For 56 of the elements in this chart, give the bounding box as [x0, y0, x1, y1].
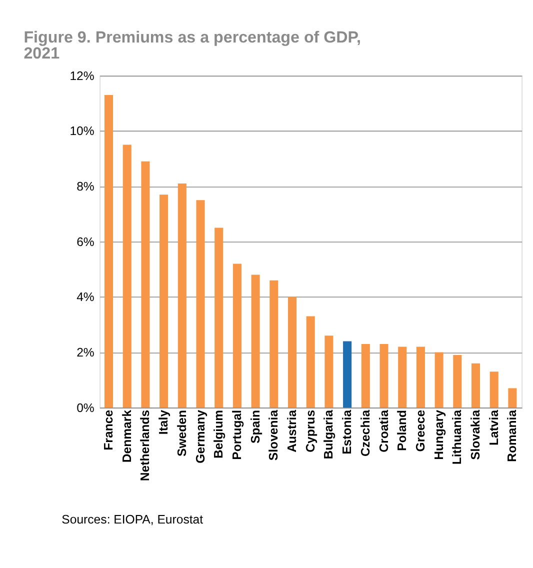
bar — [508, 388, 517, 408]
bar — [214, 228, 224, 408]
x-tick-label: Slovakia — [468, 410, 483, 460]
x-tick-label: Cyprus — [303, 410, 318, 452]
bar — [288, 296, 297, 408]
bar — [434, 352, 444, 408]
source-note: Sources: EIOPA, Eurostat — [62, 512, 204, 526]
x-tick-label: Greece — [413, 410, 428, 452]
x-tick-label: Belgium — [212, 410, 226, 459]
bar — [178, 184, 186, 408]
bar — [104, 95, 114, 408]
x-tick-label: Portugal — [230, 410, 244, 460]
x-tick-label: Sweden — [174, 410, 189, 456]
x-tick-label: Croatia — [376, 410, 391, 452]
x-tick-label: France — [102, 410, 116, 450]
x-tick-label: Czechia — [358, 410, 372, 456]
x-tick-label: Spain — [248, 410, 262, 444]
x-tick-label: Hungary — [432, 410, 446, 460]
text: 2021 — [24, 44, 60, 63]
bar — [324, 336, 334, 408]
x-tick-label: Italy — [156, 410, 171, 435]
x-tick-label: Slovenia — [266, 410, 281, 461]
bar — [343, 341, 352, 408]
x-tick-label: Netherlands — [138, 410, 152, 482]
bar — [122, 144, 132, 408]
x-tick-label: Denmark — [120, 410, 134, 463]
bar — [398, 346, 407, 408]
x-tick-label: Austria — [285, 410, 300, 452]
bar — [416, 346, 425, 408]
x-tick-label: Estonia — [340, 410, 354, 454]
y-tick-label: 8% — [76, 180, 94, 194]
x-tick-label: Latvia — [486, 410, 501, 446]
y-tick-label: 12% — [70, 68, 94, 83]
bar — [361, 344, 370, 408]
x-tick-label: Romania — [505, 410, 520, 462]
x-tick-label: Germany — [193, 410, 208, 464]
y-tick-label: 2% — [76, 346, 94, 360]
x-tick-label: Bulgaria — [322, 410, 336, 460]
bar — [141, 161, 150, 408]
y-tick-label: 4% — [76, 290, 94, 304]
bar — [270, 280, 278, 408]
bar — [251, 274, 260, 408]
bar — [196, 200, 205, 408]
bar — [306, 316, 315, 408]
bar — [471, 363, 480, 408]
y-tick-label: 0% — [76, 400, 94, 415]
y-tick-label: 6% — [76, 234, 94, 249]
y-tick-label: 10% — [70, 124, 94, 138]
bar — [160, 194, 168, 408]
x-tick-label: Lithuania — [450, 410, 464, 465]
bar — [490, 372, 498, 408]
bar — [380, 344, 388, 408]
bar — [232, 264, 242, 408]
bar — [453, 355, 462, 408]
x-tick-label: Poland — [395, 410, 410, 451]
text: Figure 9. Premiums as a percentage of GDP, — [24, 28, 361, 46]
